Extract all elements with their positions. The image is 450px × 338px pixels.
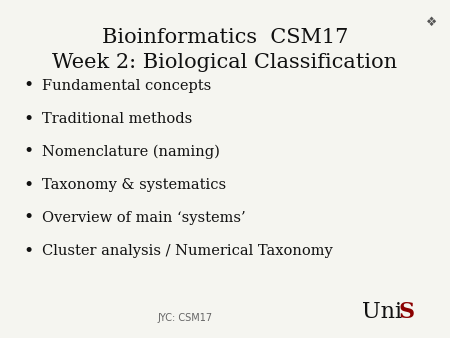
Text: •: • bbox=[23, 77, 33, 95]
Text: •: • bbox=[23, 176, 33, 193]
Text: S: S bbox=[398, 301, 414, 323]
Text: •: • bbox=[23, 242, 33, 260]
Text: Cluster analysis / Numerical Taxonomy: Cluster analysis / Numerical Taxonomy bbox=[42, 244, 333, 258]
Text: Traditional methods: Traditional methods bbox=[42, 112, 192, 126]
Text: Bioinformatics  CSM17: Bioinformatics CSM17 bbox=[102, 28, 348, 47]
Text: •: • bbox=[23, 144, 33, 161]
Text: Nomenclature (naming): Nomenclature (naming) bbox=[42, 145, 220, 159]
Text: Fundamental concepts: Fundamental concepts bbox=[42, 79, 211, 93]
Text: Overview of main ‘systems’: Overview of main ‘systems’ bbox=[42, 211, 246, 225]
Text: Taxonomy & systematics: Taxonomy & systematics bbox=[42, 178, 226, 192]
Text: JYC: CSM17: JYC: CSM17 bbox=[158, 313, 212, 323]
Text: Week 2: Biological Classification: Week 2: Biological Classification bbox=[53, 53, 397, 72]
Text: ❖: ❖ bbox=[427, 16, 437, 29]
Text: Uni: Uni bbox=[362, 301, 402, 323]
Text: •: • bbox=[23, 210, 33, 226]
Text: •: • bbox=[23, 111, 33, 127]
